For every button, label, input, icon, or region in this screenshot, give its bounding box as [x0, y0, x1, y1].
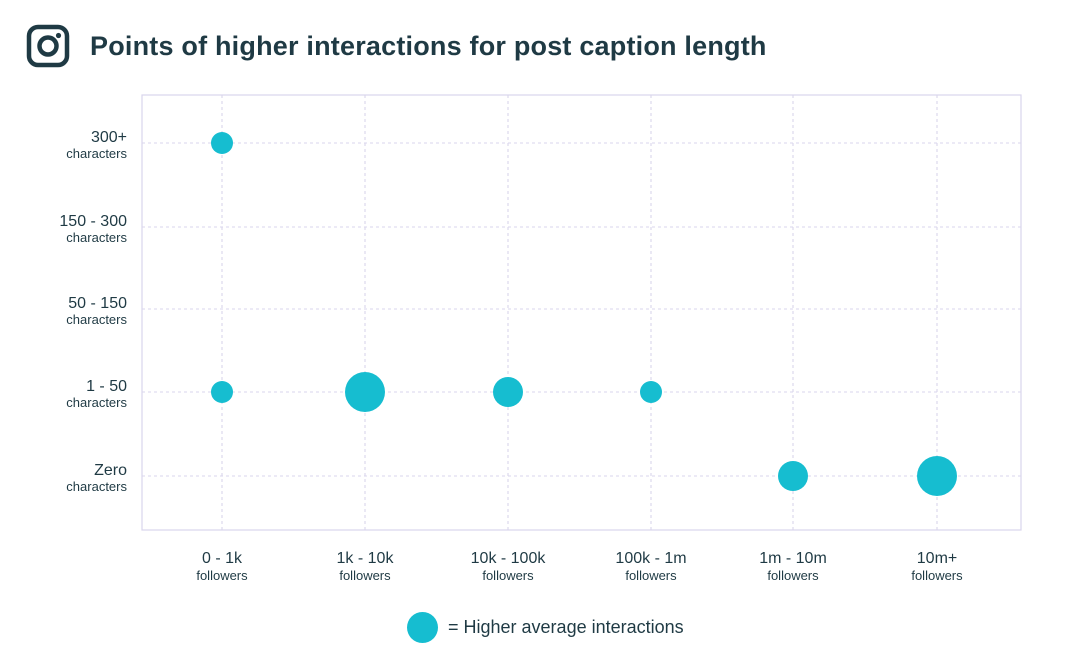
data-point: [493, 377, 523, 407]
x-tick-label: 10m+: [917, 550, 957, 567]
data-point: [917, 456, 957, 496]
y-tick-sublabel: characters: [66, 146, 127, 161]
x-tick-sublabel: followers: [911, 568, 963, 583]
x-tick-sublabel: followers: [482, 568, 534, 583]
data-point: [640, 381, 662, 403]
y-tick-sublabel: characters: [66, 479, 127, 494]
data-point: [211, 381, 233, 403]
y-tick-sublabel: characters: [66, 395, 127, 410]
y-tick-sublabel: characters: [66, 312, 127, 327]
data-point: [211, 132, 233, 154]
x-tick-sublabel: followers: [767, 568, 819, 583]
instagram-icon: [26, 24, 70, 68]
data-point: [778, 461, 808, 491]
y-tick-sublabel: characters: [66, 230, 127, 245]
chart-title: Points of higher interactions for post c…: [90, 30, 767, 61]
grid-layer: [142, 95, 1021, 530]
x-tick-label: 1k - 10k: [337, 550, 395, 567]
x-tick-sublabel: followers: [196, 568, 248, 583]
y-tick-label: Zero: [94, 462, 127, 479]
chart-header: Points of higher interactions for post c…: [26, 22, 767, 70]
y-tick-label: 150 - 300: [59, 213, 127, 230]
x-tick-label: 1m - 10m: [759, 550, 827, 567]
legend-label: = Higher average interactions: [448, 616, 684, 637]
legend-marker: [407, 611, 438, 643]
y-tick-label: 300+: [91, 129, 127, 146]
x-tick-label: 0 - 1k: [202, 550, 243, 567]
x-tick-label: 100k - 1m: [615, 550, 686, 567]
x-tick-sublabel: followers: [625, 568, 677, 583]
plot-frame: [141, 94, 1022, 531]
x-tick-label: 10k - 100k: [471, 550, 547, 567]
legend: = Higher average interactions: [407, 611, 684, 643]
y-tick-label: 50 - 150: [68, 295, 127, 312]
data-point: [345, 372, 385, 412]
x-tick-sublabel: followers: [339, 568, 391, 583]
data-points: [211, 132, 957, 496]
y-tick-label: 1 - 50: [86, 378, 127, 395]
